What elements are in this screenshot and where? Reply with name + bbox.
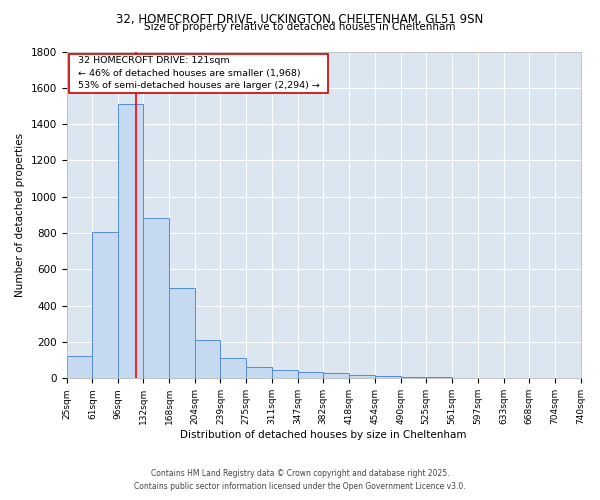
Text: Contains HM Land Registry data © Crown copyright and database right 2025.
Contai: Contains HM Land Registry data © Crown c… (134, 469, 466, 491)
Y-axis label: Number of detached properties: Number of detached properties (15, 133, 25, 297)
Bar (272, 370, 298, 378)
Bar (349, 374, 375, 378)
Bar (246, 366, 272, 378)
X-axis label: Distribution of detached houses by size in Cheltenham: Distribution of detached houses by size … (180, 430, 467, 440)
Bar (401, 377, 426, 378)
Bar (67, 356, 92, 378)
Text: 32 HOMECROFT DRIVE: 121sqm  
  ← 46% of detached houses are smaller (1,968)  
  : 32 HOMECROFT DRIVE: 121sqm ← 46% of deta… (71, 56, 326, 90)
Bar (143, 218, 169, 378)
Text: 32, HOMECROFT DRIVE, UCKINGTON, CHELTENHAM, GL51 9SN: 32, HOMECROFT DRIVE, UCKINGTON, CHELTENH… (116, 12, 484, 26)
Bar (118, 104, 143, 378)
Bar (375, 376, 401, 378)
Bar (220, 358, 246, 378)
Bar (323, 374, 349, 378)
Bar (195, 340, 220, 378)
Bar (169, 288, 195, 378)
Bar (92, 232, 118, 378)
Bar (298, 372, 323, 378)
Text: Size of property relative to detached houses in Cheltenham: Size of property relative to detached ho… (144, 22, 456, 32)
